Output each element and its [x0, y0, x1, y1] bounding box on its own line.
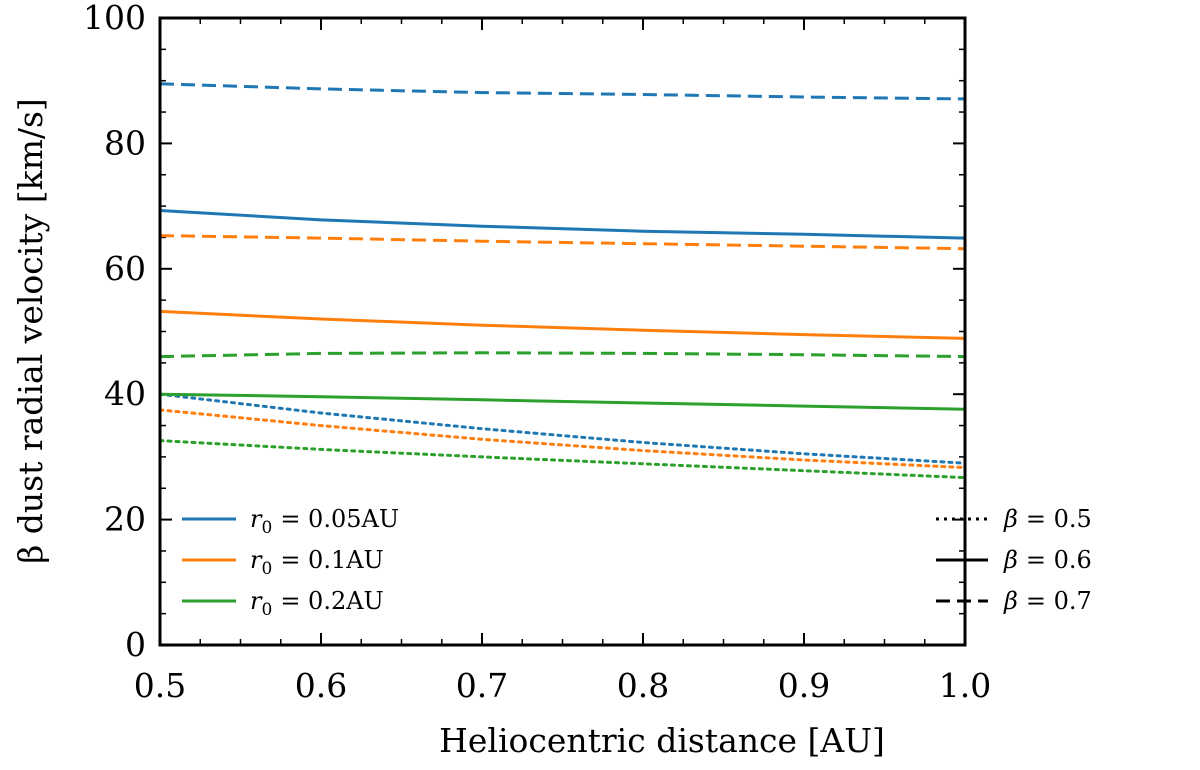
y-tick-label: 100 — [83, 0, 146, 37]
x-tick-label: 0.8 — [617, 666, 669, 705]
legend-label: r0 = 0.2AU — [250, 587, 384, 620]
y-tick-label: 0 — [125, 625, 146, 664]
series-line: r0 = 0.05AU, β = 0.6 — [159, 209, 966, 240]
x-tick-label: 0.6 — [295, 666, 347, 705]
legend-beta: β = 0.5 β = 0.6 β = 0.7 — [936, 505, 1092, 615]
legend-label: β = 0.6 — [1003, 546, 1092, 574]
series-line: r0 = 0.1AU, β = 0.6 — [159, 309, 966, 340]
y-tick-label: 80 — [104, 123, 146, 162]
legend-label: β = 0.5 — [1003, 505, 1092, 533]
x-tick-labels: 0.5 0.6 0.7 0.8 0.9 1.0 — [134, 666, 991, 705]
series-line: r0 = 0.1AU, β = 0.7 — [159, 234, 966, 251]
y-tick-label: 60 — [104, 249, 146, 288]
legend-label: r0 = 0.1AU — [250, 546, 384, 579]
series-lines: r0 = 0.05AU, β = 0.5 r0 = 0.05AU, β = 0.6… — [158, 82, 967, 480]
legend-radius: r0 = 0.05AU r0 = 0.1AU r0 = 0.2AU — [182, 505, 399, 620]
series-line: r0 = 0.2AU, β = 0.7 — [159, 351, 966, 359]
series-line: r0 = 0.2AU, β = 0.5 — [158, 439, 967, 480]
x-axis-label: Heliocentric distance [AU] — [439, 721, 885, 760]
x-tick-label: 1.0 — [939, 666, 991, 705]
y-axis-label: β dust radial velocity [km/s] — [11, 98, 50, 564]
y-tick-label: 40 — [104, 374, 146, 413]
legend-label: r0 = 0.05AU — [250, 505, 399, 538]
series-line: r0 = 0.05AU, β = 0.5 — [158, 392, 967, 465]
y-tick-labels: 0 20 40 60 80 100 — [83, 0, 146, 664]
series-line: r0 = 0.2AU, β = 0.6 — [159, 392, 966, 411]
y-tick-label: 20 — [104, 500, 146, 539]
x-tick-label: 0.9 — [778, 666, 830, 705]
x-tick-label: 0.7 — [456, 666, 508, 705]
series-line: r0 = 0.1AU, β = 0.5 — [158, 408, 967, 470]
series-line: r0 = 0.05AU, β = 0.7 — [159, 82, 966, 101]
legend-label: β = 0.7 — [1003, 587, 1092, 615]
plot-frame — [158, 16, 967, 647]
x-tick-label: 0.5 — [134, 666, 186, 705]
